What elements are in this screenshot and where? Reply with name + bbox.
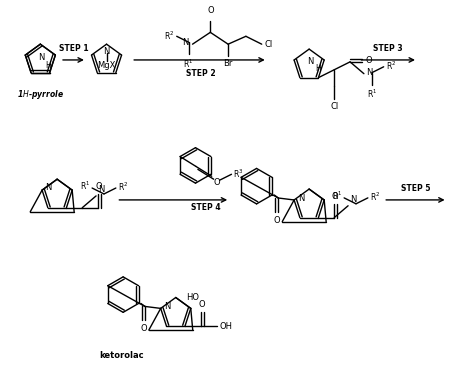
Text: STEP 4: STEP 4 — [191, 203, 220, 212]
Text: O: O — [332, 192, 338, 201]
Text: N: N — [366, 68, 372, 77]
Text: H: H — [315, 64, 321, 73]
Text: H: H — [46, 61, 51, 70]
Text: HO: HO — [186, 293, 199, 302]
Text: N: N — [182, 38, 189, 47]
Text: Cl: Cl — [264, 40, 273, 48]
Text: O: O — [274, 216, 281, 225]
Text: O: O — [214, 178, 220, 187]
Text: N: N — [307, 57, 313, 66]
Text: OH: OH — [219, 322, 233, 331]
Text: MgX: MgX — [97, 61, 116, 70]
Text: R$^1$: R$^1$ — [183, 58, 194, 70]
Text: R$^2$: R$^2$ — [118, 181, 128, 193]
Text: N: N — [38, 53, 45, 62]
Text: STEP 3: STEP 3 — [374, 44, 403, 53]
Text: STEP 2: STEP 2 — [186, 69, 215, 78]
Text: ketorolac: ketorolac — [99, 351, 144, 360]
Text: N: N — [103, 47, 110, 56]
Text: O: O — [199, 300, 205, 309]
Text: STEP 5: STEP 5 — [401, 184, 430, 193]
Text: N: N — [45, 183, 51, 192]
Text: N: N — [350, 195, 356, 204]
Text: R$^2$: R$^2$ — [386, 60, 396, 72]
Text: R$^1$: R$^1$ — [367, 87, 377, 100]
Text: N: N — [298, 194, 304, 203]
Text: R$^1$: R$^1$ — [80, 180, 90, 192]
Text: R$^2$: R$^2$ — [164, 29, 175, 42]
Text: O: O — [141, 324, 147, 333]
Text: O: O — [207, 5, 214, 15]
Text: Cl: Cl — [330, 102, 338, 111]
Text: O: O — [96, 182, 102, 191]
Text: O: O — [366, 56, 373, 66]
Text: N: N — [164, 302, 171, 312]
Text: Br: Br — [223, 59, 233, 68]
Text: STEP 1: STEP 1 — [59, 44, 88, 53]
Text: R$^3$: R$^3$ — [234, 167, 244, 180]
Text: R$^1$: R$^1$ — [332, 190, 342, 202]
Text: 1$H$-pyrrole: 1$H$-pyrrole — [17, 88, 64, 100]
Text: N: N — [98, 185, 104, 194]
Text: R$^2$: R$^2$ — [370, 191, 380, 203]
